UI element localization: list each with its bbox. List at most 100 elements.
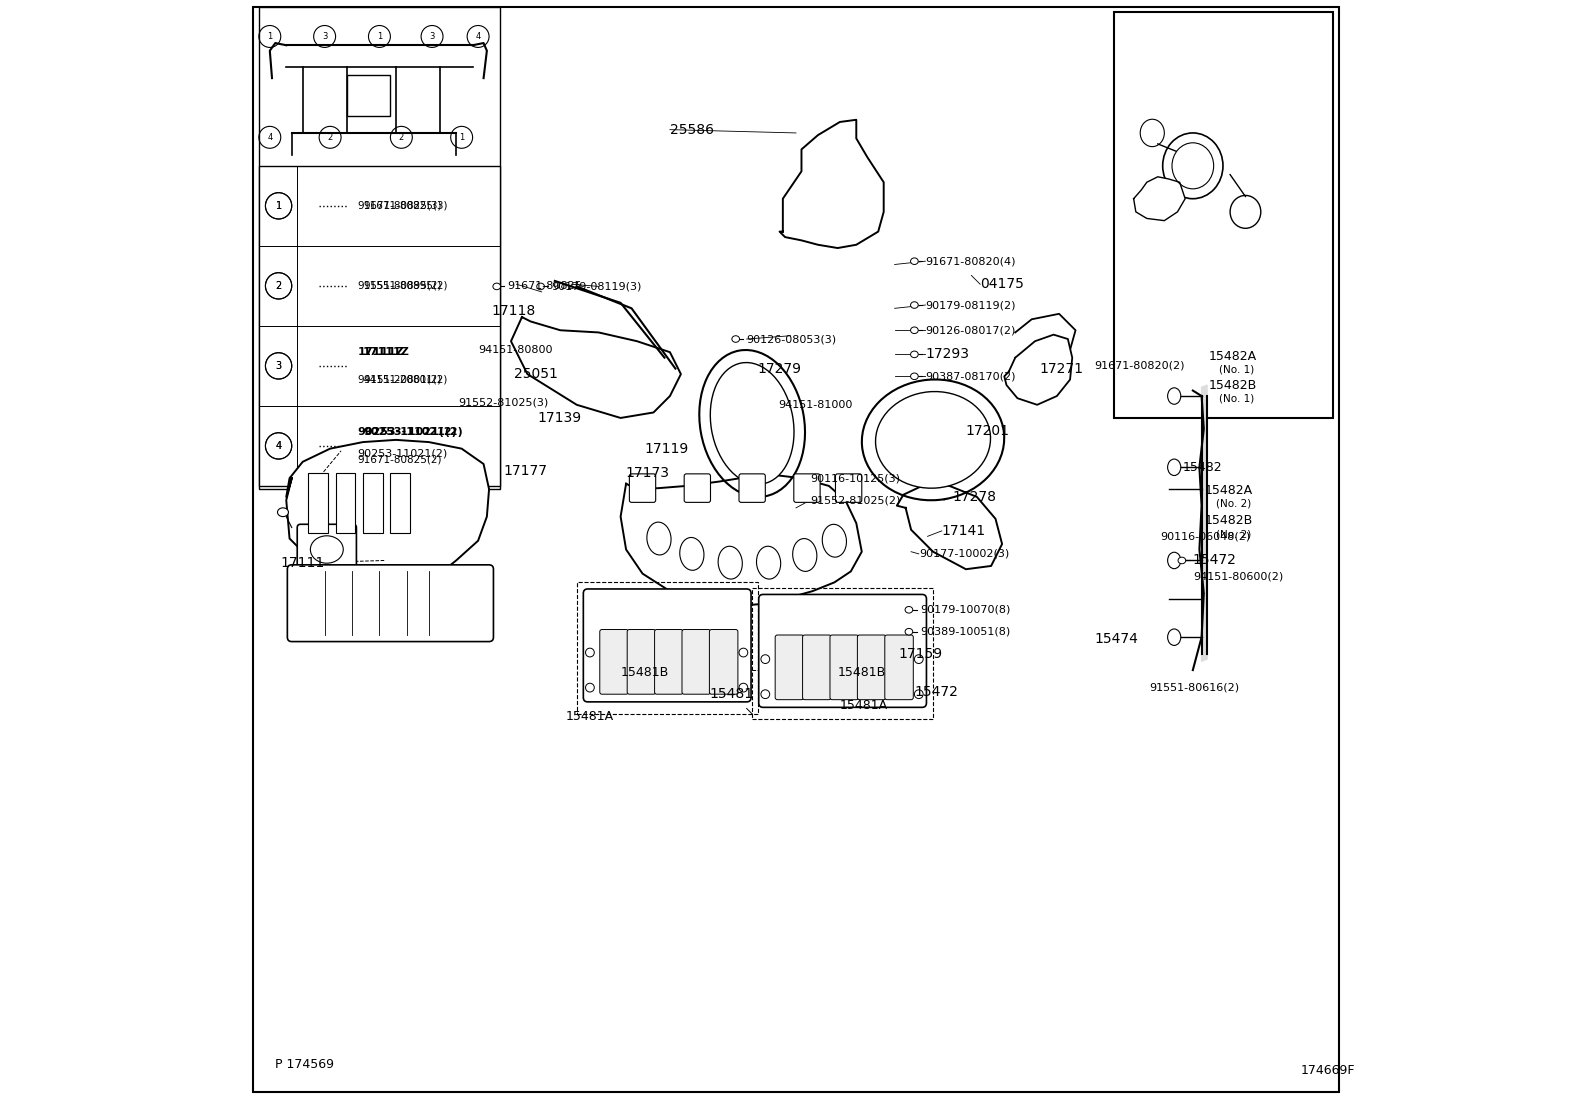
- FancyBboxPatch shape: [600, 630, 629, 695]
- Text: 04175: 04175: [981, 277, 1024, 291]
- Text: 90253-11021(2): 90253-11021(2): [358, 428, 457, 437]
- Ellipse shape: [732, 335, 740, 342]
- Text: 2: 2: [275, 281, 282, 291]
- Text: 91551-80895(2): 91551-80895(2): [358, 281, 443, 291]
- Text: 4: 4: [476, 32, 481, 41]
- Ellipse shape: [586, 648, 594, 657]
- Text: 91552-81025(2): 91552-81025(2): [810, 496, 901, 506]
- Text: 90253-11021(2): 90253-11021(2): [363, 428, 463, 437]
- Text: (No. 1): (No. 1): [1219, 393, 1254, 403]
- Text: 15472: 15472: [1192, 554, 1237, 567]
- Text: 15482B: 15482B: [1208, 378, 1256, 391]
- Ellipse shape: [646, 522, 672, 555]
- Text: 15472: 15472: [914, 685, 958, 699]
- Text: 90389-10051(8): 90389-10051(8): [920, 626, 1009, 636]
- Ellipse shape: [1167, 459, 1181, 476]
- Polygon shape: [1005, 334, 1073, 404]
- Text: 17118: 17118: [492, 303, 535, 318]
- Polygon shape: [1016, 314, 1076, 374]
- Polygon shape: [621, 475, 861, 607]
- Text: 15482B: 15482B: [1205, 514, 1253, 528]
- Ellipse shape: [911, 258, 919, 265]
- Text: 17159: 17159: [898, 646, 942, 660]
- Ellipse shape: [718, 546, 742, 579]
- Ellipse shape: [914, 690, 923, 699]
- FancyBboxPatch shape: [259, 166, 500, 486]
- Text: P 174569: P 174569: [275, 1058, 334, 1072]
- Text: 3: 3: [430, 32, 435, 41]
- FancyBboxPatch shape: [363, 473, 382, 533]
- FancyBboxPatch shape: [347, 75, 390, 116]
- Ellipse shape: [1178, 557, 1186, 564]
- Text: 15481B: 15481B: [837, 666, 885, 679]
- Text: 1: 1: [275, 201, 282, 211]
- FancyBboxPatch shape: [685, 474, 710, 502]
- FancyBboxPatch shape: [629, 474, 656, 502]
- Text: 4: 4: [275, 441, 282, 451]
- Ellipse shape: [1231, 196, 1261, 229]
- Text: 25586: 25586: [670, 123, 713, 136]
- Text: 17279: 17279: [758, 362, 802, 376]
- Text: (No. 2): (No. 2): [1216, 529, 1251, 540]
- Ellipse shape: [761, 655, 769, 664]
- Ellipse shape: [876, 391, 990, 488]
- Ellipse shape: [1167, 388, 1181, 404]
- Text: (No. 2): (No. 2): [1216, 499, 1251, 509]
- FancyBboxPatch shape: [287, 565, 494, 642]
- Text: 17119: 17119: [645, 442, 689, 456]
- Text: 91671-80820(4): 91671-80820(4): [925, 256, 1016, 266]
- Ellipse shape: [914, 655, 923, 664]
- Text: 17201: 17201: [966, 424, 1009, 439]
- Ellipse shape: [680, 537, 704, 570]
- Text: 17177: 17177: [503, 464, 548, 478]
- Ellipse shape: [823, 524, 847, 557]
- Polygon shape: [780, 120, 884, 248]
- FancyBboxPatch shape: [710, 630, 739, 695]
- Text: 91671-80820(2): 91671-80820(2): [1094, 360, 1184, 370]
- FancyBboxPatch shape: [627, 630, 656, 695]
- Ellipse shape: [710, 363, 794, 485]
- FancyBboxPatch shape: [775, 635, 804, 700]
- Ellipse shape: [1162, 133, 1223, 199]
- Ellipse shape: [699, 349, 806, 497]
- Ellipse shape: [586, 684, 594, 692]
- Text: 17271: 17271: [1040, 362, 1084, 376]
- Text: 15482A: 15482A: [1205, 484, 1253, 497]
- Text: 3: 3: [275, 360, 282, 370]
- FancyBboxPatch shape: [390, 473, 411, 533]
- Text: 17278: 17278: [952, 490, 997, 503]
- Text: 17111Z: 17111Z: [363, 347, 409, 357]
- Text: 90179-08119(2): 90179-08119(2): [925, 300, 1016, 310]
- FancyBboxPatch shape: [1114, 12, 1333, 418]
- FancyBboxPatch shape: [583, 589, 751, 702]
- Text: 94151-80800: 94151-80800: [478, 345, 552, 355]
- FancyBboxPatch shape: [739, 474, 766, 502]
- Text: 91671-80825(2): 91671-80825(2): [363, 455, 447, 465]
- FancyBboxPatch shape: [794, 474, 820, 502]
- Text: (No. 1): (No. 1): [1219, 365, 1254, 375]
- Text: 1: 1: [377, 32, 382, 41]
- Text: 2: 2: [275, 281, 282, 291]
- FancyBboxPatch shape: [259, 7, 500, 489]
- Text: 90253-11021(2): 90253-11021(2): [358, 448, 447, 458]
- FancyBboxPatch shape: [858, 635, 885, 700]
- Ellipse shape: [756, 546, 780, 579]
- Text: 94151-20801(2): 94151-20801(2): [363, 375, 447, 385]
- Text: 90126-08017(2): 90126-08017(2): [925, 325, 1016, 335]
- Ellipse shape: [494, 284, 500, 290]
- Ellipse shape: [761, 690, 769, 699]
- Text: 2: 2: [398, 133, 404, 142]
- Text: 91551-80895(2): 91551-80895(2): [363, 281, 447, 291]
- Text: 94151-81000: 94151-81000: [778, 400, 853, 410]
- Text: 174669F: 174669F: [1301, 1064, 1355, 1077]
- Ellipse shape: [1167, 552, 1181, 568]
- Ellipse shape: [911, 373, 919, 379]
- Text: 91671-80825(3): 91671-80825(3): [363, 201, 447, 211]
- Text: 1: 1: [267, 32, 272, 41]
- Text: 91551-80616(2): 91551-80616(2): [1149, 682, 1239, 692]
- Text: 17141: 17141: [942, 524, 985, 537]
- Text: 90126-08053(3): 90126-08053(3): [747, 334, 837, 344]
- Text: 15474: 15474: [1094, 632, 1138, 646]
- Text: 25051: 25051: [514, 367, 559, 381]
- Text: 90116-06048(2): 90116-06048(2): [1161, 531, 1250, 542]
